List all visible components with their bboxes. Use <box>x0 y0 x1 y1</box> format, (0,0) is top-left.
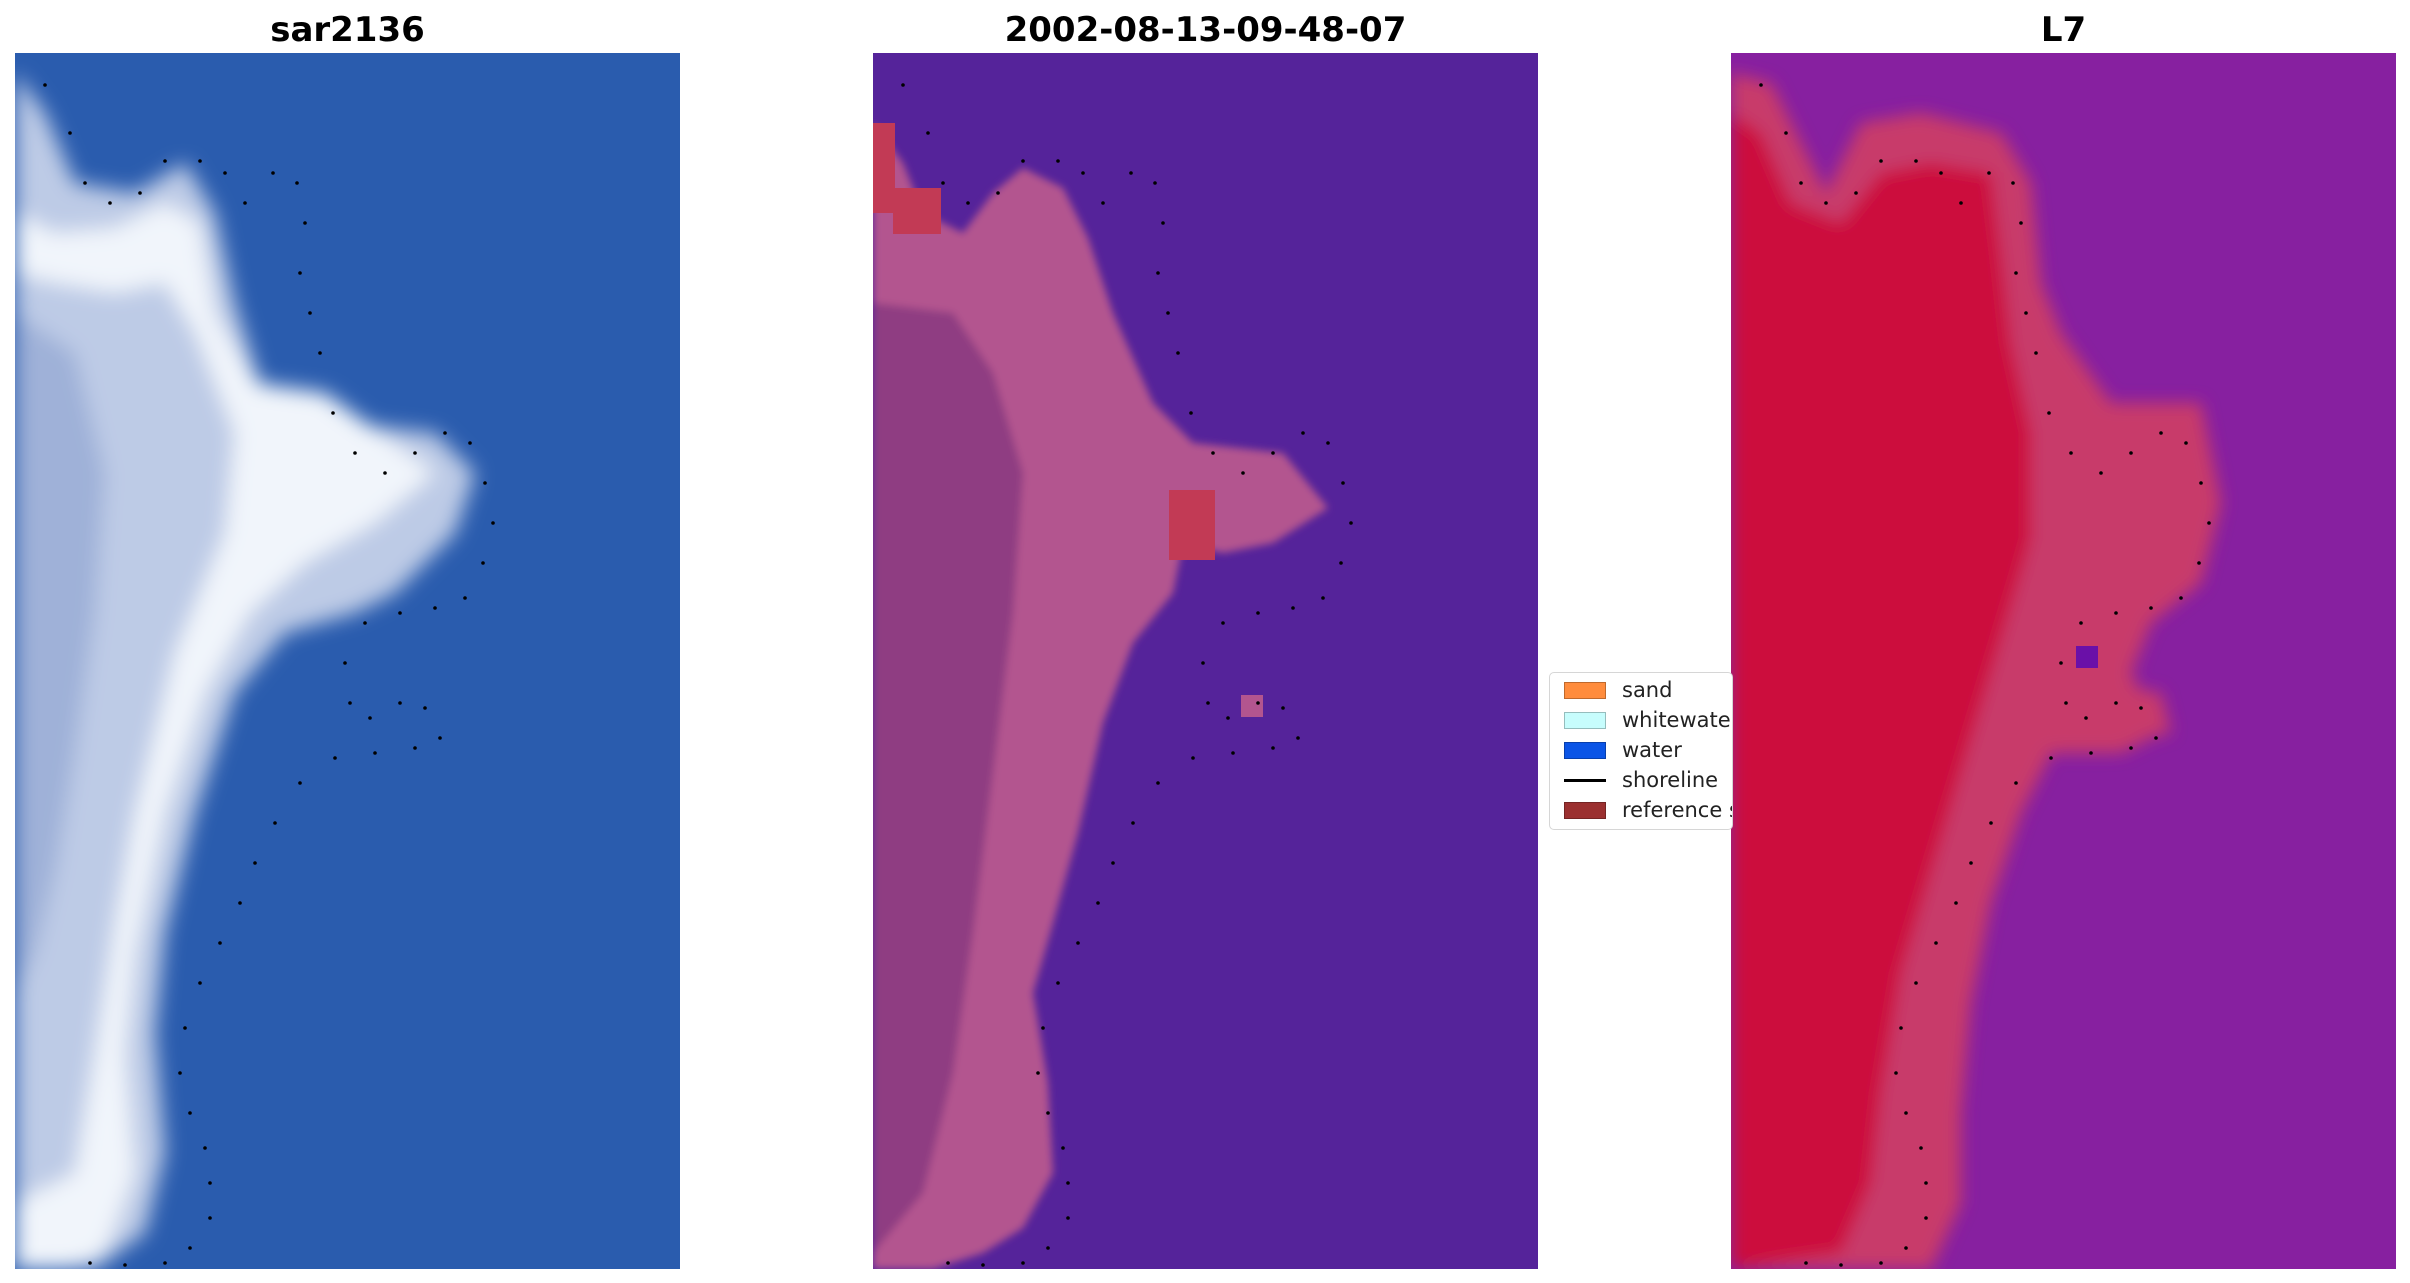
classification-panel <box>873 53 1538 1269</box>
class-buffer-top <box>873 123 895 213</box>
legend-label-shoreline: shoreline <box>1622 768 1719 792</box>
legend-line-shoreline <box>1564 779 1606 782</box>
index-image-panel <box>1731 53 2396 1269</box>
index-island <box>2041 673 2171 743</box>
legend-swatch-reference-shoreline-buffer <box>1564 802 1606 819</box>
legend-swatch-whitewater <box>1564 712 1606 729</box>
class-buffer-spit <box>1169 490 1215 560</box>
panel-title-index: L7 <box>2040 10 2087 50</box>
class-land-shade <box>873 303 1023 1253</box>
legend: sand whitewater water shoreline referenc… <box>1549 672 1733 830</box>
index-land-area <box>1731 113 2041 1269</box>
index-image <box>1731 53 2396 1269</box>
legend-swatch-water <box>1564 742 1606 759</box>
class-buffer-top-2 <box>893 188 941 234</box>
legend-swatch-sand <box>1564 682 1606 699</box>
legend-label-whitewater: whitewater <box>1622 708 1733 732</box>
panel-title-rgb: sar2136 <box>270 10 425 50</box>
shoreline-dots-class <box>901 83 1353 1267</box>
panel-title-classification: 2002-08-13-09-48-07 <box>1004 10 1407 50</box>
legend-label-sand: sand <box>1622 678 1673 702</box>
rgb-surf-area <box>15 203 435 1269</box>
rgb-image-panel <box>15 53 680 1269</box>
rgb-land-shade <box>15 313 105 993</box>
classification-image <box>873 53 1538 1269</box>
index-dark-pixel <box>2076 646 2098 668</box>
class-island <box>1241 695 1263 717</box>
shoreline-dots-rgb <box>43 83 495 1267</box>
shoreline-dots-index <box>1759 83 2211 1267</box>
index-spit <box>2031 433 2201 593</box>
rgb-image <box>15 53 680 1269</box>
legend-label-reference-shoreline-buffer: reference shoreline buffer <box>1622 798 1732 822</box>
legend-label-water: water <box>1622 738 1682 762</box>
